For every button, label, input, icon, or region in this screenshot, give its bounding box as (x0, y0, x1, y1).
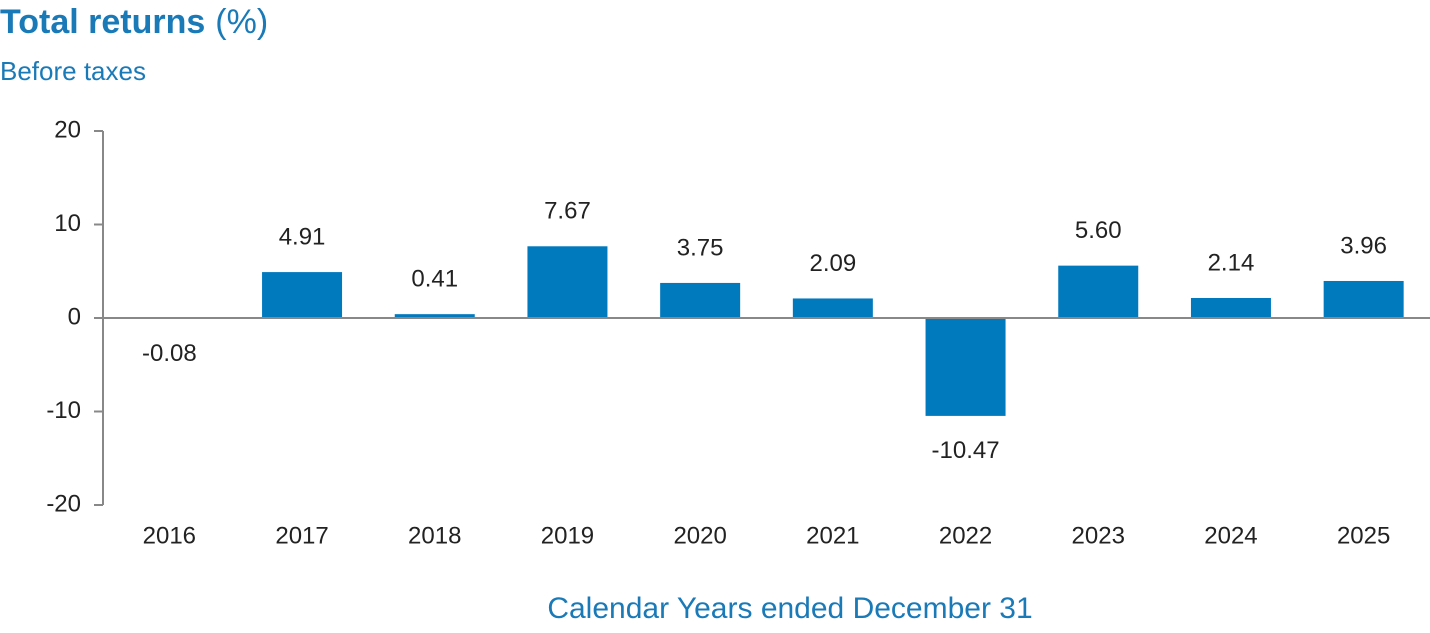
x-tick-label: 2016 (143, 522, 196, 549)
bar (262, 272, 343, 318)
value-label: 2.14 (1208, 249, 1255, 276)
bar (394, 314, 475, 318)
value-label: 2.09 (809, 250, 856, 277)
x-tick-label: 2023 (1072, 522, 1125, 549)
x-tick-label: 2017 (275, 522, 328, 549)
x-tick-label: 2019 (541, 522, 594, 549)
x-axis-label: Calendar Years ended December 31 (547, 592, 1032, 625)
bar (527, 246, 608, 318)
bar (925, 318, 1006, 416)
x-tick-label: 2024 (1204, 522, 1257, 549)
title-unit: (%) (215, 3, 268, 41)
x-tick-label: 2021 (806, 522, 859, 549)
y-tick-label: 0 (68, 303, 81, 330)
x-tick-label: 2025 (1337, 522, 1390, 549)
y-tick-label: -10 (46, 397, 81, 424)
chart-subtitle: Before taxes (0, 56, 146, 86)
x-tick-label: 2018 (408, 522, 461, 549)
y-tick-label: 10 (54, 210, 81, 237)
value-label: 4.91 (279, 223, 326, 250)
bar (1323, 280, 1404, 318)
value-label: 3.96 (1340, 232, 1387, 259)
value-label: 5.60 (1075, 217, 1122, 244)
chart-title: Total returns (%) (0, 3, 268, 41)
bar (660, 282, 741, 318)
bar (1058, 265, 1139, 318)
value-label: 3.75 (677, 234, 724, 261)
bar (792, 298, 873, 318)
title-text: Total returns (0, 3, 205, 41)
value-label: 7.67 (544, 198, 591, 225)
x-tick-label: 2020 (673, 522, 726, 549)
value-label: 0.41 (411, 266, 458, 293)
value-label: -0.08 (142, 340, 197, 367)
y-tick-label: -20 (46, 490, 81, 517)
value-label: -10.47 (932, 437, 1000, 464)
x-tick-label: 2022 (939, 522, 992, 549)
y-tick-label: 20 (54, 116, 81, 143)
bar (1190, 297, 1271, 318)
